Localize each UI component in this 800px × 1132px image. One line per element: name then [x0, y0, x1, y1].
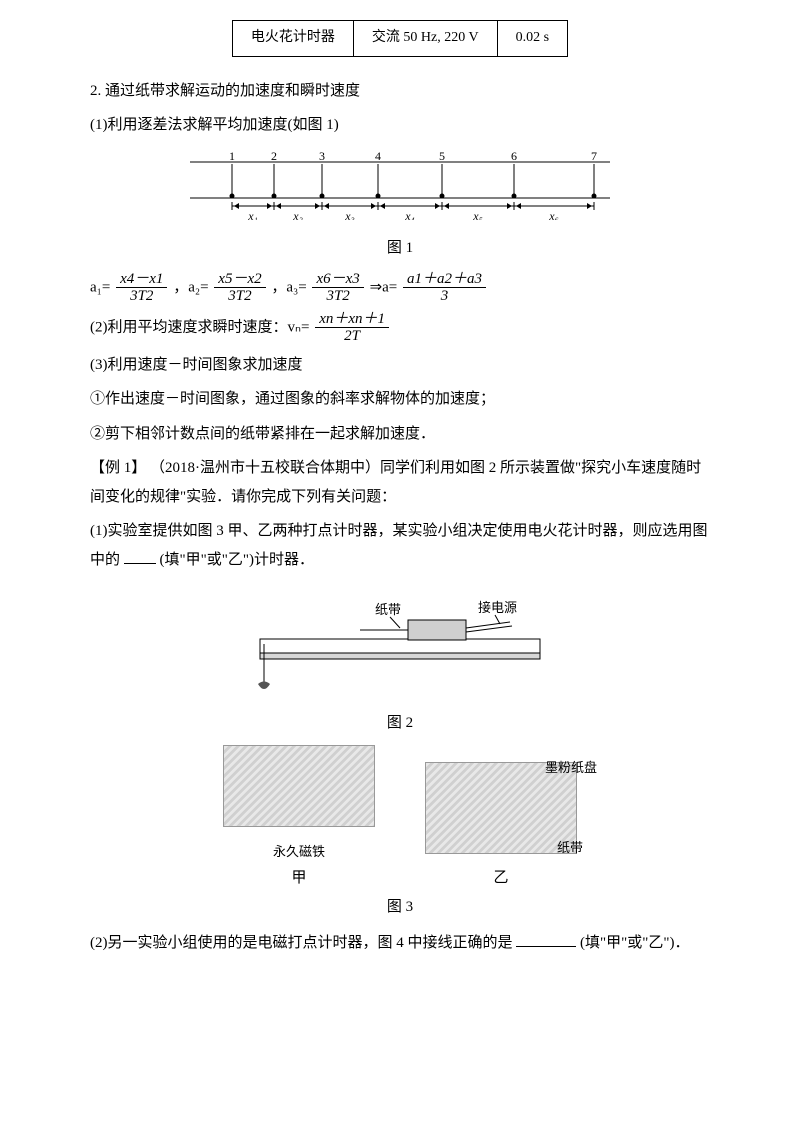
svg-text:4: 4	[375, 150, 381, 163]
device-jia-img	[223, 745, 375, 827]
figure-2: 纸带 接电源	[90, 584, 710, 705]
arrow-a: ⇒a=	[370, 279, 398, 295]
q2-a: (2)另一实验小组使用的是电磁打点计时器，图 4 中接线正确的是	[90, 935, 513, 951]
svg-text:x₁: x₁	[247, 209, 258, 220]
blank-2[interactable]	[516, 931, 576, 947]
example-tag: 【例 1】	[90, 460, 146, 476]
frac-a2: x5－x2 3T2	[214, 271, 265, 305]
cell-spec: 交流 50 Hz, 220 V	[353, 21, 497, 57]
equation-vn: (2)利用平均速度求瞬时速度：vₙ= xn＋xn＋1 2T	[90, 311, 710, 345]
q1-b: (填"甲"或"乙")计时器．	[160, 552, 314, 568]
magnet-label: 永久磁铁	[273, 844, 325, 859]
example-src: （2018·温州市十五校联合体期中）同学们利用如图 2 所示装置做"探究小车速度…	[90, 460, 701, 505]
svg-text:x₃: x₃	[344, 209, 355, 220]
svg-text:5: 5	[439, 150, 445, 163]
spec-table: 电火花计时器 交流 50 Hz, 220 V 0.02 s	[232, 20, 568, 57]
cell-device: 电火花计时器	[232, 21, 353, 57]
section-2-p3a: ①作出速度－时间图象，通过图象的斜率求解物体的加速度；	[90, 385, 710, 414]
blank-1[interactable]	[124, 548, 156, 564]
q2-b: (填"甲"或"乙")．	[580, 935, 689, 951]
figure-3: 永久磁铁 甲 墨粉纸盘 纸带 乙	[90, 745, 710, 893]
disk-label: 墨粉纸盘	[545, 756, 597, 781]
jia-label: 甲	[223, 864, 375, 893]
figure-2-label: 图 2	[90, 709, 710, 738]
svg-text:7: 7	[591, 150, 597, 163]
tape-label: 纸带	[557, 836, 583, 861]
svg-text:1: 1	[229, 150, 235, 163]
svg-text:x₆: x₆	[548, 209, 559, 220]
section-2-p3b: ②剪下相邻计数点间的纸带紧排在一起求解加速度．	[90, 420, 710, 449]
example-q1: (1)实验室提供如图 3 甲、乙两种打点计时器，某实验小组决定使用电火花计时器，…	[90, 517, 710, 574]
a2-lhs: ，a₂=	[173, 279, 208, 295]
track-diagram: 纸带 接电源	[240, 584, 560, 694]
figure-1-label: 图 1	[90, 234, 710, 263]
svg-text:x₂: x₂	[292, 209, 303, 220]
section-2-p3: (3)利用速度－时间图象求加速度	[90, 351, 710, 380]
cell-period: 0.02 s	[497, 21, 567, 57]
svg-text:3: 3	[319, 150, 325, 163]
example-1: 【例 1】 （2018·温州市十五校联合体期中）同学们利用如图 2 所示装置做"…	[90, 454, 710, 511]
yi-label: 乙	[425, 864, 577, 893]
svg-text:2: 2	[271, 150, 277, 163]
section-2-p1: (1)利用逐差法求解平均加速度(如图 1)	[90, 111, 710, 140]
section-2-title: 2. 通过纸带求解运动的加速度和瞬时速度	[90, 77, 710, 106]
svg-text:接电源: 接电源	[478, 600, 517, 615]
svg-text:6: 6	[511, 150, 517, 163]
svg-text:纸带: 纸带	[375, 602, 401, 617]
device-yi: 墨粉纸盘 纸带 乙	[425, 762, 577, 893]
tape-diagram: 1 2 3 4 5 6 7 x₁ x₂ x₃ x₄ x₅ x₆	[190, 150, 610, 220]
frac-aavg: a1＋a2＋a3 3	[403, 271, 486, 305]
svg-text:x₅: x₅	[472, 209, 483, 220]
frac-vn: xn＋xn＋1 2T	[315, 311, 389, 345]
equation-accel: a₁= x4－x1 3T2 ，a₂= x5－x2 3T2 ，a₃= x6－x3 …	[90, 271, 710, 305]
a3-lhs: ，a₃=	[271, 279, 306, 295]
frac-a3: x6－x3 3T2	[312, 271, 363, 305]
frac-a1: x4－x1 3T2	[116, 271, 167, 305]
device-jia: 永久磁铁 甲	[223, 745, 375, 893]
example-q2: (2)另一实验小组使用的是电磁打点计时器，图 4 中接线正确的是 (填"甲"或"…	[90, 929, 710, 958]
figure-1: 1 2 3 4 5 6 7 x₁ x₂ x₃ x₄ x₅ x₆	[90, 150, 710, 231]
svg-text:x₄: x₄	[404, 209, 415, 220]
figure-3-label: 图 3	[90, 893, 710, 922]
a1-lhs: a₁=	[90, 279, 110, 295]
vn-lhs: (2)利用平均速度求瞬时速度：vₙ=	[90, 319, 309, 335]
